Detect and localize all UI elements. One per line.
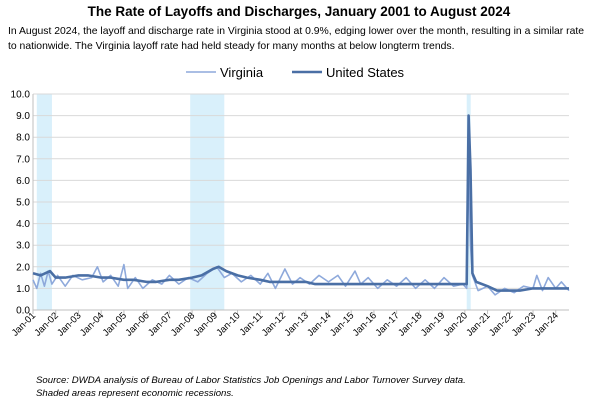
legend: Virginia United States (186, 65, 405, 80)
x-tick-label: Jan-07 (146, 310, 174, 338)
y-tick-label: 6.0 (16, 176, 30, 187)
x-tick-label: Jan-11 (238, 310, 266, 338)
x-tick-label: Jan-17 (373, 310, 401, 338)
source-note: Source: DWDA analysis of Bureau of Labor… (36, 374, 466, 400)
y-tick-label: 3.0 (16, 241, 30, 252)
x-tick-label: Jan-13 (283, 310, 311, 338)
x-tick-label: Jan-12 (260, 310, 288, 338)
x-tick-label: Jan-06 (123, 310, 151, 338)
series-line-virginia (32, 168, 570, 296)
x-tick-label: Jan-10 (214, 310, 242, 338)
source-line: Source: DWDA analysis of Bureau of Labor… (36, 375, 466, 386)
y-tick-label: 1.0 (16, 284, 30, 295)
x-tick-label: Jan-09 (192, 310, 220, 338)
chart-title: The Rate of Layoffs and Discharges, Janu… (87, 4, 511, 19)
y-tick-label: 0.0 (16, 306, 30, 317)
x-tick-label: Jan-24 (533, 310, 561, 338)
x-tick-label: Jan-05 (101, 310, 129, 338)
x-tick-label: Jan-21 (464, 310, 492, 338)
x-tick-label: Jan-02 (33, 310, 61, 338)
x-tick-label: Jan-15 (328, 310, 356, 338)
y-tick-label: 7.0 (16, 154, 30, 165)
x-tick-label: Jan-20 (442, 310, 470, 338)
y-tick-label: 2.0 (16, 262, 30, 273)
y-tick-label: 8.0 (16, 133, 30, 144)
x-tick-label: Jan-23 (510, 310, 538, 338)
y-tick-label: 9.0 (16, 111, 30, 122)
axes: 0.01.02.03.04.05.06.07.08.09.010.0Jan-01… (10, 90, 569, 339)
recession-note: Shaded areas represent economic recessio… (36, 388, 234, 399)
legend-label: Virginia (220, 65, 264, 80)
legend-label: United States (326, 65, 405, 80)
series-line-united-states (32, 114, 569, 292)
x-tick-label: Jan-04 (78, 310, 106, 338)
x-tick-label: Jan-19 (419, 310, 447, 338)
y-tick-label: 5.0 (16, 198, 30, 209)
x-tick-label: Jan-14 (305, 310, 333, 338)
y-tick-label: 10.0 (11, 90, 31, 101)
chart-subtitle: In August 2024, the layoff and discharge… (8, 26, 585, 52)
gridlines (33, 93, 569, 311)
x-tick-label: Jan-16 (351, 310, 379, 338)
x-tick-label: Jan-18 (396, 310, 424, 338)
x-tick-label: Jan-03 (55, 310, 83, 338)
x-tick-label: Jan-08 (169, 310, 197, 338)
x-tick-label: Jan-22 (487, 310, 515, 338)
y-tick-label: 4.0 (16, 219, 30, 230)
series-lines (32, 114, 570, 296)
